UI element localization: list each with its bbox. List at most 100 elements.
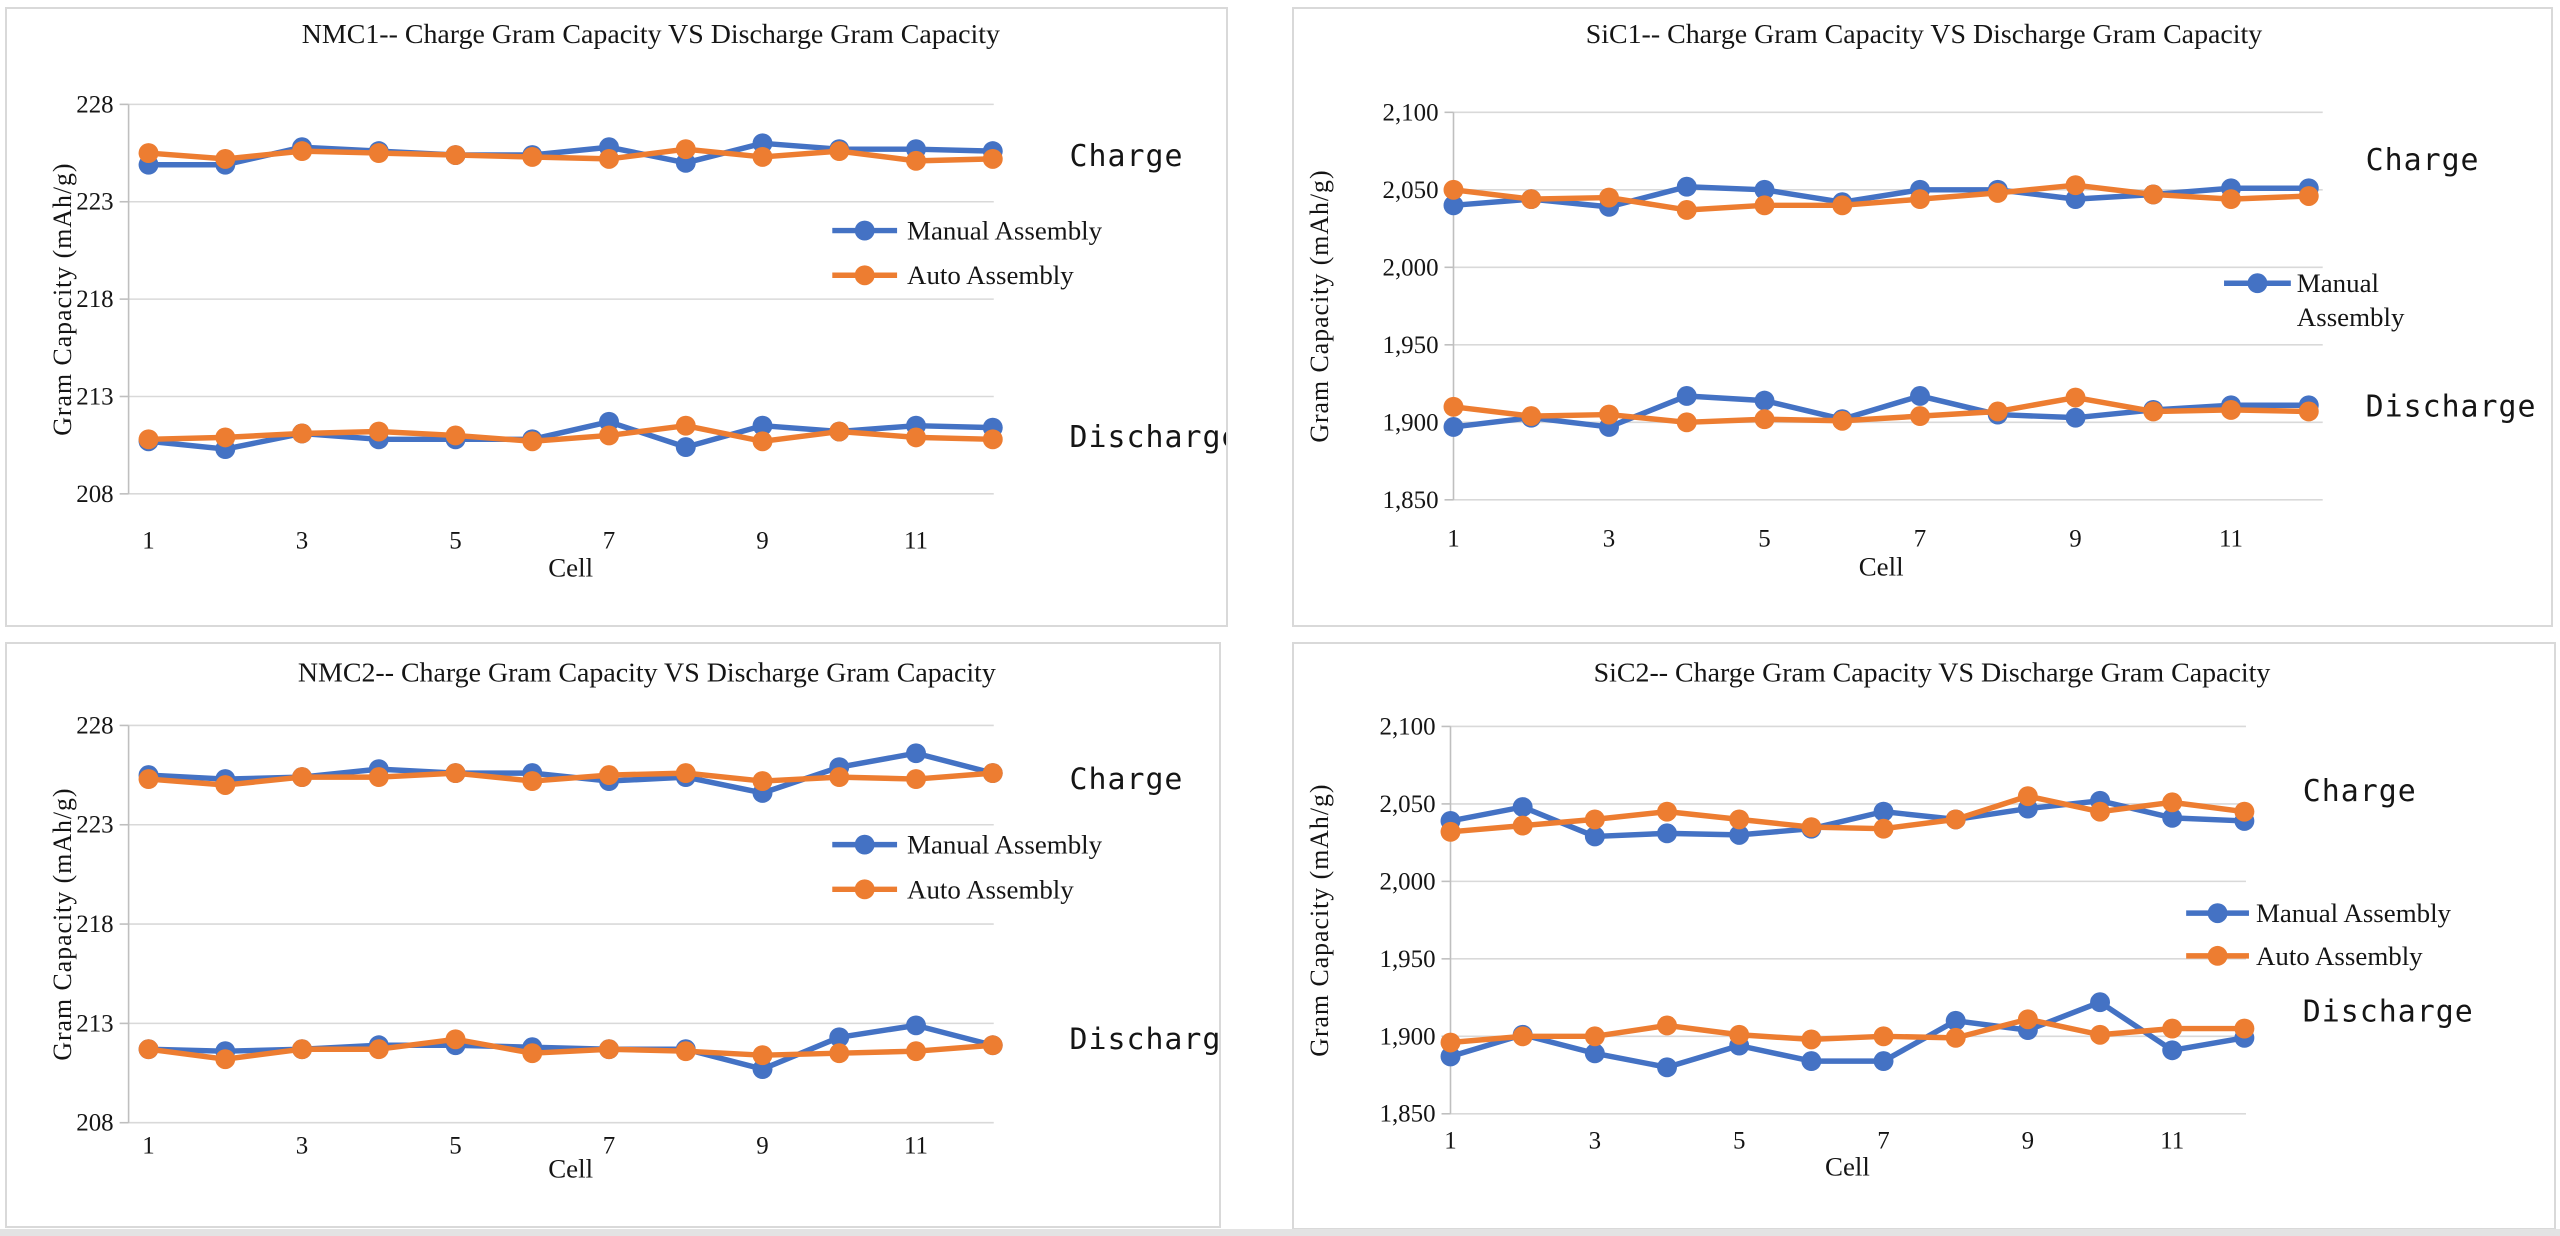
series-point-discharge-auto [292, 1039, 312, 1060]
series-line-discharge-manual [145, 1022, 996, 1072]
series-point-discharge-auto [1584, 1026, 1605, 1047]
y-axis-title: Gram Capacity (mAh/g) [1305, 169, 1334, 442]
chart-panel-sic1: 2,100 2,050 2,000 1,950 1,900 1,850 1 3 5 7 9 11 Cel… [1292, 7, 2553, 627]
series-point-charge-manual [1657, 823, 1677, 844]
series-point-charge-auto [1512, 815, 1533, 836]
series-point-discharge-auto [522, 431, 543, 452]
series-point-discharge-auto [2143, 401, 2164, 422]
series-point-charge-auto [1729, 809, 1750, 830]
legend-label: Auto Assembly [907, 874, 1074, 904]
series-point-discharge-auto [1801, 1029, 1822, 1050]
series-point-discharge-auto [1945, 1027, 1966, 1048]
series-point-charge-auto [1987, 182, 2008, 203]
series-point-discharge-auto [215, 1049, 236, 1070]
series-point-discharge-auto [445, 425, 466, 446]
chart-panel-nmc1: 228 223 218 213 208 1 3 5 7 9 11 Cell Gram Capacity … [5, 7, 1228, 627]
y-tick-label: 208 [76, 481, 113, 508]
y-tick-label: 2,100 [1383, 99, 1439, 126]
series-point-charge-auto [599, 148, 619, 169]
series-point-charge-auto [829, 141, 850, 162]
series-point-discharge-auto [1729, 1024, 1750, 1045]
series-point-charge-auto [445, 145, 466, 165]
chart-title: SiC2-- Charge Gram Capacity VS Discharge… [1594, 658, 2271, 689]
series-point-charge-manual [1754, 179, 1775, 200]
series-point-charge-manual [1512, 797, 1533, 817]
series-point-discharge-auto [368, 1039, 389, 1060]
y-tick-label: 1,950 [1380, 946, 1436, 973]
series-line-charge-manual [1447, 798, 2248, 840]
series-point-discharge-auto [829, 421, 850, 442]
legend-marker-point [2207, 945, 2228, 966]
series-point-discharge-auto [1873, 1026, 1894, 1047]
sic2-line-chart: 2,100 2,050 2,000 1,950 1,900 1,850 1 3 5 7 9 11 Cel… [1305, 658, 2473, 1182]
series-point-charge-auto [368, 767, 389, 788]
series-point-charge-auto [675, 139, 696, 160]
series-point-discharge-manual [2065, 407, 2086, 428]
series-point-charge-auto [906, 150, 926, 171]
series-point-charge-auto [2298, 186, 2319, 206]
series-point-discharge-auto [292, 423, 312, 444]
series-point-discharge-auto [906, 427, 926, 448]
x-tick-label: 1 [1444, 1128, 1456, 1155]
y-axis-title: Gram Capacity (mAh/g) [48, 787, 77, 1060]
series-point-discharge-auto [752, 1045, 773, 1066]
series-point-discharge-auto [2065, 387, 2086, 408]
series-point-charge-auto [1676, 200, 1697, 220]
series-point-charge-manual [1443, 195, 1464, 216]
legend-label: Manual Assembly [2256, 898, 2452, 928]
series-point-discharge-auto [906, 1041, 926, 1062]
series-point-discharge-auto [138, 1039, 159, 1060]
series-point-charge-auto [138, 143, 159, 163]
annotation-charge: Charge [1070, 139, 1184, 174]
series-point-charge-manual [752, 133, 773, 154]
annotation-discharge: Discharge [1070, 420, 1226, 455]
series-point-discharge-manual [1910, 386, 1930, 406]
y-tick-label: 213 [76, 383, 113, 410]
series-point-charge-auto [2143, 184, 2164, 205]
series-point-discharge-auto [138, 429, 159, 450]
x-tick-label: 7 [603, 528, 615, 555]
series-line-discharge-auto [145, 1036, 996, 1062]
series-point-charge-manual [1873, 801, 1894, 822]
series-point-discharge-manual [1440, 1046, 1461, 1067]
chart-title: SiC1-- Charge Gram Capacity VS Discharge… [1586, 19, 2263, 50]
series-point-charge-auto [1584, 809, 1605, 830]
series-line-charge-auto [1447, 793, 2248, 835]
x-tick-label: 5 [449, 528, 461, 555]
series-point-discharge-auto [1657, 1015, 1677, 1036]
y-tick-label: 208 [76, 1110, 113, 1137]
annotation-discharge: Discharge [2366, 389, 2537, 424]
y-tick-label: 218 [76, 286, 113, 313]
series-line-charge-auto [1450, 182, 2312, 213]
y-tick-label: 2,100 [1380, 713, 1436, 740]
series-point-discharge-auto [2221, 399, 2241, 420]
series-point-discharge-auto [2234, 1018, 2255, 1039]
series-point-discharge-manual [1754, 390, 1775, 411]
y-tick-label: 213 [76, 1010, 113, 1037]
y-tick-label: 1,950 [1383, 332, 1439, 359]
nmc2-line-chart: 228 223 218 213 208 1 3 5 7 9 11 Cell Gram Capacity … [48, 658, 1219, 1184]
series-point-discharge-auto [752, 431, 773, 452]
y-tick-label: 2,050 [1380, 791, 1436, 818]
series-point-charge-auto [368, 143, 389, 163]
series-point-charge-auto [1801, 817, 1822, 838]
series-point-discharge-auto [2017, 1009, 2038, 1030]
series-point-charge-auto [906, 769, 926, 790]
series-point-discharge-auto [215, 427, 236, 448]
y-tick-label: 1,900 [1383, 409, 1439, 436]
legend-label: Manual Assembly [907, 830, 1103, 860]
annotation-charge: Charge [2303, 774, 2417, 809]
legend-marker-point [854, 220, 875, 241]
x-tick-label: 1 [1447, 526, 1459, 553]
series-point-charge-auto [2162, 792, 2183, 813]
chart-title: NMC1-- Charge Gram Capacity VS Discharge… [302, 19, 1000, 50]
series-point-charge-auto [138, 769, 159, 790]
y-tick-label: 1,850 [1383, 487, 1439, 514]
y-tick-label: 2,000 [1383, 254, 1439, 281]
series-line-discharge-auto [1447, 1016, 2248, 1046]
series-point-charge-auto [522, 147, 543, 167]
series-point-charge-auto [2065, 175, 2086, 196]
series-line-discharge-manual [1447, 999, 2248, 1071]
x-tick-label: 1 [142, 1133, 154, 1160]
series-point-discharge-auto [829, 1043, 850, 1064]
